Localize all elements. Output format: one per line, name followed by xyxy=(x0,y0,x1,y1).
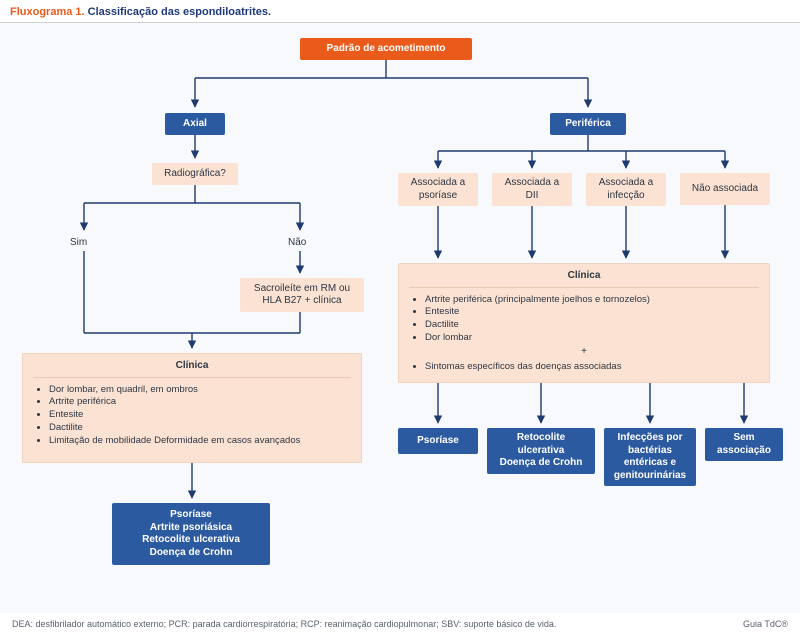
node-r1: Psoríase xyxy=(398,428,478,454)
node-r2: Retocolite ulcerativa Doença de Crohn xyxy=(487,428,595,474)
node-assocL: Psoríase Artrite psoriásica Retocolite u… xyxy=(112,503,270,565)
list-item: Sintomas específicos das doenças associa… xyxy=(425,361,759,373)
node-sim: Sim xyxy=(70,237,100,251)
list-item: Artrite periférica (principalmente joelh… xyxy=(425,294,759,306)
node-p2: Associada a DII xyxy=(492,173,572,206)
node-p3: Associada a infecção xyxy=(586,173,666,206)
node-r3: Infecções por bactérias entéricas e geni… xyxy=(604,428,696,486)
node-perif: Periférica xyxy=(550,113,626,135)
figure-title: Classificação das espondiloatrites. xyxy=(88,6,271,18)
footer-brand: Guia TdC® xyxy=(743,619,788,629)
node-sacro: Sacroileíte em RM ou HLA B27 + clínica xyxy=(240,278,364,312)
list-item: Dor lombar xyxy=(425,332,759,344)
node-p4: Não associada xyxy=(680,173,770,205)
figure-prefix: Fluxograma 1. xyxy=(10,6,85,18)
node-r4: Sem associação xyxy=(705,428,783,461)
node-radio: Radiográfica? xyxy=(152,163,238,185)
node-clinL-title: Clínica xyxy=(33,360,351,378)
node-root: Padrão de acometimento xyxy=(300,38,472,60)
flowchart-canvas: Padrão de acometimento Axial Periférica Rad… xyxy=(0,23,800,613)
footer-abbrev: DEA: desfibrilador automático externo; P… xyxy=(12,619,556,629)
list-item: Dactilite xyxy=(49,422,351,434)
node-clinR-title: Clínica xyxy=(409,270,759,288)
node-clinR-list: Sintomas específicos das doenças associa… xyxy=(409,361,759,373)
figure-header: Fluxograma 1. Classificação das espondil… xyxy=(0,0,800,23)
list-item: Dactilite xyxy=(425,319,759,331)
figure-footer: DEA: desfibrilador automático externo; P… xyxy=(12,619,788,629)
node-clinL-list: Dor lombar, em quadril, em ombrosArtrite… xyxy=(33,384,351,447)
list-item: Entesite xyxy=(425,306,759,318)
list-item: Limitação de mobilidade Deformidade em c… xyxy=(49,435,351,447)
list-item: Dor lombar, em quadril, em ombros xyxy=(49,384,351,396)
node-axial: Axial xyxy=(165,113,225,135)
node-p1: Associada a psoríase xyxy=(398,173,478,206)
list-item: Artrite periférica xyxy=(49,396,351,408)
node-clinR: Clínica Artrite periférica (principalment… xyxy=(398,263,770,383)
node-clinL: Clínica Dor lombar, em quadril, em ombros… xyxy=(22,353,362,463)
node-nao: Não xyxy=(288,237,318,251)
list-item: Entesite xyxy=(49,409,351,421)
node-clinR-list: Artrite periférica (principalmente joelh… xyxy=(409,294,759,345)
